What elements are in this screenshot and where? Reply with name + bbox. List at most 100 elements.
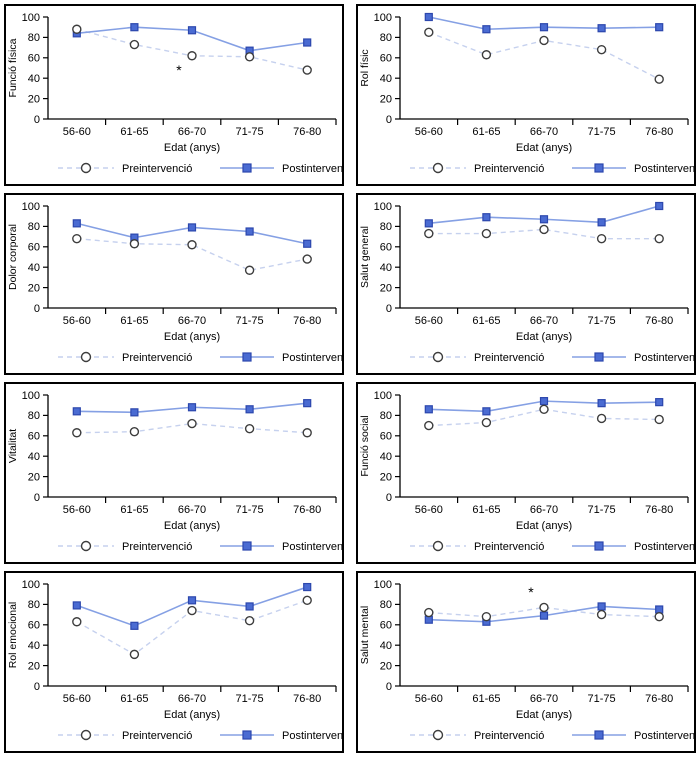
- x-category-label: 76-80: [645, 315, 673, 327]
- chart-panel-funcio-social: 0 20 40 60 80 100 56-60 61-65 66-70 71-75 76-80 Fun…: [356, 382, 696, 564]
- post-marker: [655, 23, 664, 32]
- pre-marker: [244, 616, 255, 626]
- x-category-label: 76-80: [293, 126, 321, 138]
- y-tick-label: 40: [380, 262, 392, 274]
- x-category-label: 61-65: [120, 693, 148, 705]
- salut-mental-chart: 0 20 40 60 80 100 56-60 61-65 66-70 71-75 76-80 Sal…: [359, 579, 694, 742]
- x-category-label: 76-80: [645, 504, 673, 516]
- legend-post-label: Postintervenció: [282, 163, 342, 175]
- pre-marker: [244, 52, 255, 62]
- legend-post-label: Postintervenció: [634, 352, 694, 364]
- x-category-label: 76-80: [645, 126, 673, 138]
- legend-post-label: Postintervenció: [282, 730, 342, 742]
- x-category-label: 76-80: [645, 693, 673, 705]
- pre-marker: [424, 27, 434, 37]
- y-axis-title: Rol físic: [359, 49, 371, 86]
- x-axis-title: Edat (anys): [164, 331, 220, 343]
- y-tick-label: 40: [28, 640, 40, 652]
- y-tick-label: 100: [22, 390, 40, 402]
- y-tick-label: 0: [386, 492, 392, 504]
- pre-marker: [481, 228, 492, 239]
- y-axis-title: Funció social: [359, 415, 371, 476]
- x-category-label: 66-70: [178, 504, 206, 516]
- pre-series-line: [76, 422, 308, 434]
- x-category-label: 71-75: [236, 126, 264, 138]
- charts-grid: 0 20 40 60 80 100 56-60 61-65 66-70 71-75 76-80 Fun…: [4, 4, 696, 753]
- y-tick-label: 40: [28, 451, 40, 463]
- pre-marker: [481, 611, 492, 622]
- legend-post-marker: [242, 352, 252, 362]
- x-category-label: 61-65: [472, 315, 500, 327]
- x-category-label: 76-80: [293, 315, 321, 327]
- pre-marker: [539, 224, 549, 235]
- x-category-label: 56-60: [63, 315, 91, 327]
- y-axis-title: Funció física: [7, 38, 19, 97]
- x-category-label: 71-75: [236, 693, 264, 705]
- significance-asterisk: *: [176, 62, 182, 78]
- y-tick-label: 60: [28, 620, 40, 632]
- post-marker: [72, 407, 81, 416]
- y-tick-label: 80: [380, 599, 392, 611]
- dolor-corporal-chart: 0 20 40 60 80 100 56-60 61-65 66-70 71-75 76-80 Dol…: [7, 201, 342, 364]
- x-category-label: 61-65: [472, 126, 500, 138]
- pre-marker: [244, 265, 255, 275]
- y-tick-label: 20: [380, 282, 392, 294]
- x-category-label: 71-75: [588, 315, 616, 327]
- y-tick-label: 0: [34, 492, 40, 504]
- y-tick-label: 20: [28, 471, 40, 483]
- post-marker: [597, 602, 606, 611]
- x-category-label: 56-60: [415, 504, 443, 516]
- y-tick-label: 0: [386, 114, 392, 126]
- x-axis-title: Edat (anys): [516, 709, 572, 721]
- legend-pre-marker: [432, 540, 444, 552]
- legend: Preintervenció Postintervenció: [410, 162, 694, 175]
- post-marker: [245, 602, 254, 611]
- y-tick-label: 20: [380, 471, 392, 483]
- y-tick-label: 100: [374, 390, 392, 402]
- y-tick-label: 0: [34, 114, 40, 126]
- y-tick-label: 60: [28, 242, 40, 254]
- y-tick-label: 80: [28, 599, 40, 611]
- legend-pre-label: Preintervenció: [474, 730, 544, 742]
- post-marker: [187, 596, 197, 605]
- y-tick-label: 100: [22, 579, 40, 591]
- x-category-label: 56-60: [63, 693, 91, 705]
- y-tick-label: 100: [374, 579, 392, 591]
- salut-general-chart: 0 20 40 60 80 100 56-60 61-65 66-70 71-75 76-80 Sal…: [359, 201, 694, 364]
- post-marker: [482, 25, 491, 34]
- y-tick-label: 80: [380, 410, 392, 422]
- y-tick-label: 40: [28, 262, 40, 274]
- legend-post-label: Postintervenció: [634, 730, 694, 742]
- pre-marker: [596, 233, 607, 244]
- y-tick-label: 60: [380, 242, 392, 254]
- x-category-label: 66-70: [178, 126, 206, 138]
- legend: Preintervenció Postintervenció: [58, 351, 342, 364]
- post-marker: [597, 24, 606, 33]
- y-tick-label: 0: [386, 303, 392, 315]
- pre-marker: [654, 414, 664, 425]
- legend-pre-marker: [80, 540, 92, 552]
- x-category-label: 71-75: [588, 126, 616, 138]
- post-marker: [597, 218, 606, 227]
- pre-marker: [654, 611, 664, 622]
- x-category-label: 76-80: [293, 693, 321, 705]
- post-marker: [72, 219, 81, 228]
- chart-panel-vitalitat: 0 20 40 60 80 100 56-60 61-65 66-70 71-75 76-80 Vit…: [4, 382, 344, 564]
- pre-marker: [244, 423, 255, 434]
- y-axis-title: Dolor corporal: [7, 224, 19, 290]
- pre-marker: [596, 44, 607, 55]
- post-marker: [245, 405, 254, 414]
- y-tick-label: 40: [380, 73, 392, 85]
- funcio-social-chart: 0 20 40 60 80 100 56-60 61-65 66-70 71-75 76-80 Fun…: [359, 390, 694, 553]
- legend-post-marker: [594, 352, 604, 362]
- chart-panel-salut-general: 0 20 40 60 80 100 56-60 61-65 66-70 71-75 76-80 Sal…: [356, 193, 696, 375]
- legend-post-marker: [594, 163, 604, 173]
- legend: Preintervenció Postintervenció: [410, 540, 694, 553]
- post-marker: [187, 223, 197, 232]
- y-tick-label: 20: [28, 660, 40, 672]
- post-marker: [597, 399, 606, 408]
- post-marker: [424, 12, 433, 22]
- x-axis-title: Edat (anys): [164, 520, 220, 532]
- chart-panel-rol-fisic: 0 20 40 60 80 100 56-60 61-65 66-70 71-75 76-80 Rol…: [356, 4, 696, 186]
